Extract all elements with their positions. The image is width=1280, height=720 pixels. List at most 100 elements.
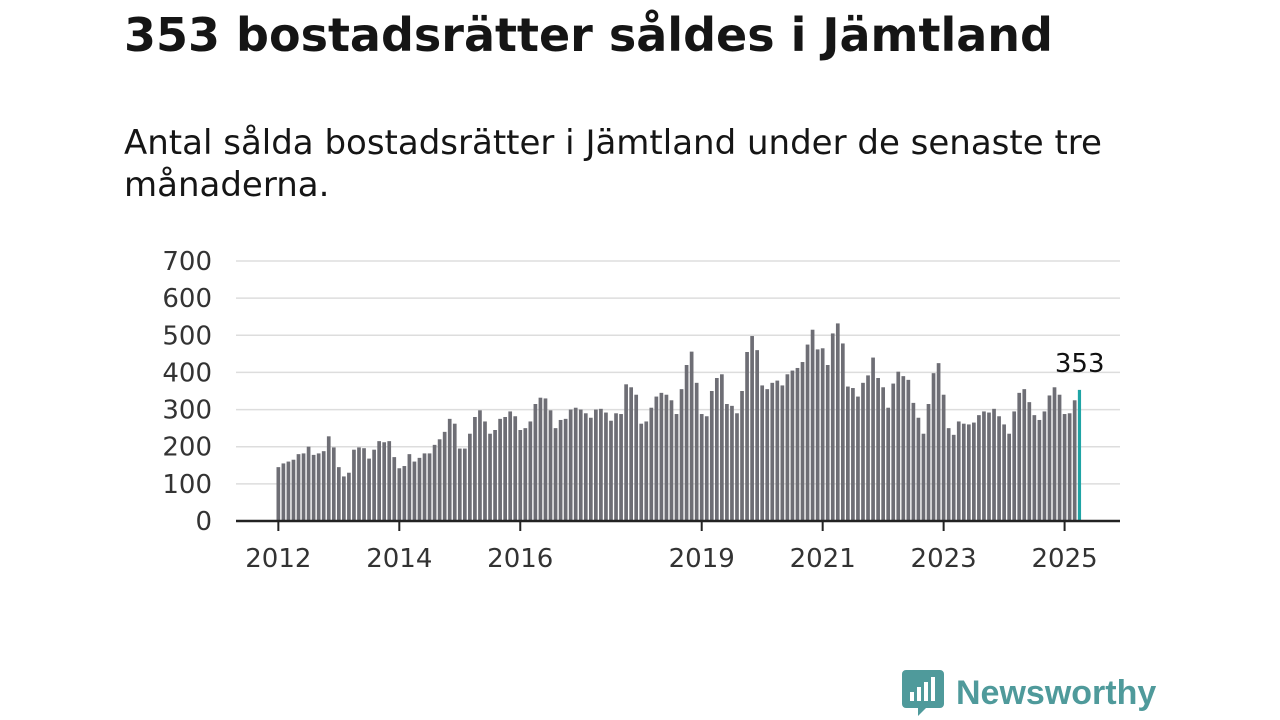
y-tick-label: 400 xyxy=(162,358,212,388)
bar xyxy=(795,367,800,521)
bar xyxy=(987,412,991,521)
bar xyxy=(775,380,780,521)
bar xyxy=(619,414,623,521)
bar xyxy=(956,421,961,521)
bar xyxy=(820,348,825,521)
bar xyxy=(523,428,528,521)
bar xyxy=(377,441,381,521)
bar xyxy=(614,413,618,521)
bar xyxy=(548,410,553,521)
bar xyxy=(513,416,518,521)
bar xyxy=(1067,413,1072,521)
bar xyxy=(694,382,699,521)
x-tick-label: 2014 xyxy=(366,544,432,574)
x-tick-label: 2021 xyxy=(790,544,856,574)
bar xyxy=(659,392,664,521)
bar xyxy=(745,352,749,521)
bar xyxy=(992,408,996,521)
bar xyxy=(543,398,548,521)
bar xyxy=(760,385,765,521)
bar xyxy=(301,453,306,521)
bar xyxy=(916,417,921,521)
bar xyxy=(599,408,603,521)
bar xyxy=(281,463,286,521)
bar xyxy=(1007,433,1011,521)
bar xyxy=(790,370,795,521)
bar xyxy=(478,410,482,521)
bar xyxy=(906,379,911,521)
bar xyxy=(649,407,654,521)
x-axis: 2012 2014 2016 2019 2021 2023 2025 xyxy=(236,519,1120,574)
bar xyxy=(896,371,901,521)
bar xyxy=(951,434,956,521)
bar xyxy=(709,391,714,521)
bar xyxy=(997,416,1001,521)
bar xyxy=(810,329,815,521)
bar xyxy=(609,420,613,521)
y-tick-label: 600 xyxy=(162,284,212,314)
bar xyxy=(815,349,820,521)
bar xyxy=(846,386,850,521)
bar xyxy=(856,396,860,521)
y-tick-label: 0 xyxy=(195,507,212,537)
bar xyxy=(840,343,845,521)
bar xyxy=(629,387,633,521)
bar xyxy=(316,453,321,521)
bar xyxy=(720,374,724,521)
bar xyxy=(699,414,704,521)
bar xyxy=(1037,419,1042,521)
bar xyxy=(1012,411,1017,521)
bar xyxy=(674,414,679,521)
chart-title: 353 bostadsrätter såldes i Jämtland xyxy=(124,8,1053,62)
y-tick-label: 700 xyxy=(162,247,212,277)
bar xyxy=(588,417,593,521)
bar xyxy=(1032,415,1037,521)
bar xyxy=(387,441,392,521)
bar xyxy=(704,416,709,521)
bar xyxy=(347,472,351,521)
bar xyxy=(402,466,407,521)
bar xyxy=(488,433,492,521)
bar xyxy=(911,402,916,521)
chart-subtitle: Antal sålda bostadsrätter i Jämtland und… xyxy=(124,123,1102,205)
bar xyxy=(639,423,644,521)
bar xyxy=(452,423,457,521)
bar xyxy=(830,333,835,521)
bar xyxy=(750,336,754,521)
bar xyxy=(427,453,432,521)
bar xyxy=(412,461,417,521)
bar xyxy=(755,350,759,521)
highlight-value-label: 353 xyxy=(1055,349,1105,379)
bar xyxy=(1047,395,1052,521)
bar xyxy=(563,418,568,521)
bar xyxy=(553,428,558,521)
bar xyxy=(437,439,442,521)
bar xyxy=(1052,387,1057,521)
bar xyxy=(538,397,543,521)
bar xyxy=(825,365,830,521)
bar xyxy=(558,419,563,521)
bar xyxy=(493,430,497,521)
bar xyxy=(468,433,472,521)
bar xyxy=(533,404,538,521)
bar xyxy=(634,394,639,521)
bar xyxy=(936,363,941,521)
bar xyxy=(352,449,356,521)
bar xyxy=(941,394,946,521)
bar xyxy=(417,457,422,521)
bar xyxy=(498,418,502,521)
y-tick-label: 200 xyxy=(162,433,212,463)
bar xyxy=(483,421,487,521)
bar xyxy=(785,374,790,521)
bar xyxy=(457,448,462,521)
bar-highlight xyxy=(1077,389,1082,521)
annotations: 353 xyxy=(1055,349,1105,379)
bar xyxy=(977,415,981,521)
bar xyxy=(866,375,870,521)
bar xyxy=(321,451,326,521)
bar xyxy=(473,417,477,521)
bar xyxy=(311,454,316,521)
bar xyxy=(972,422,976,521)
bar xyxy=(518,430,523,521)
